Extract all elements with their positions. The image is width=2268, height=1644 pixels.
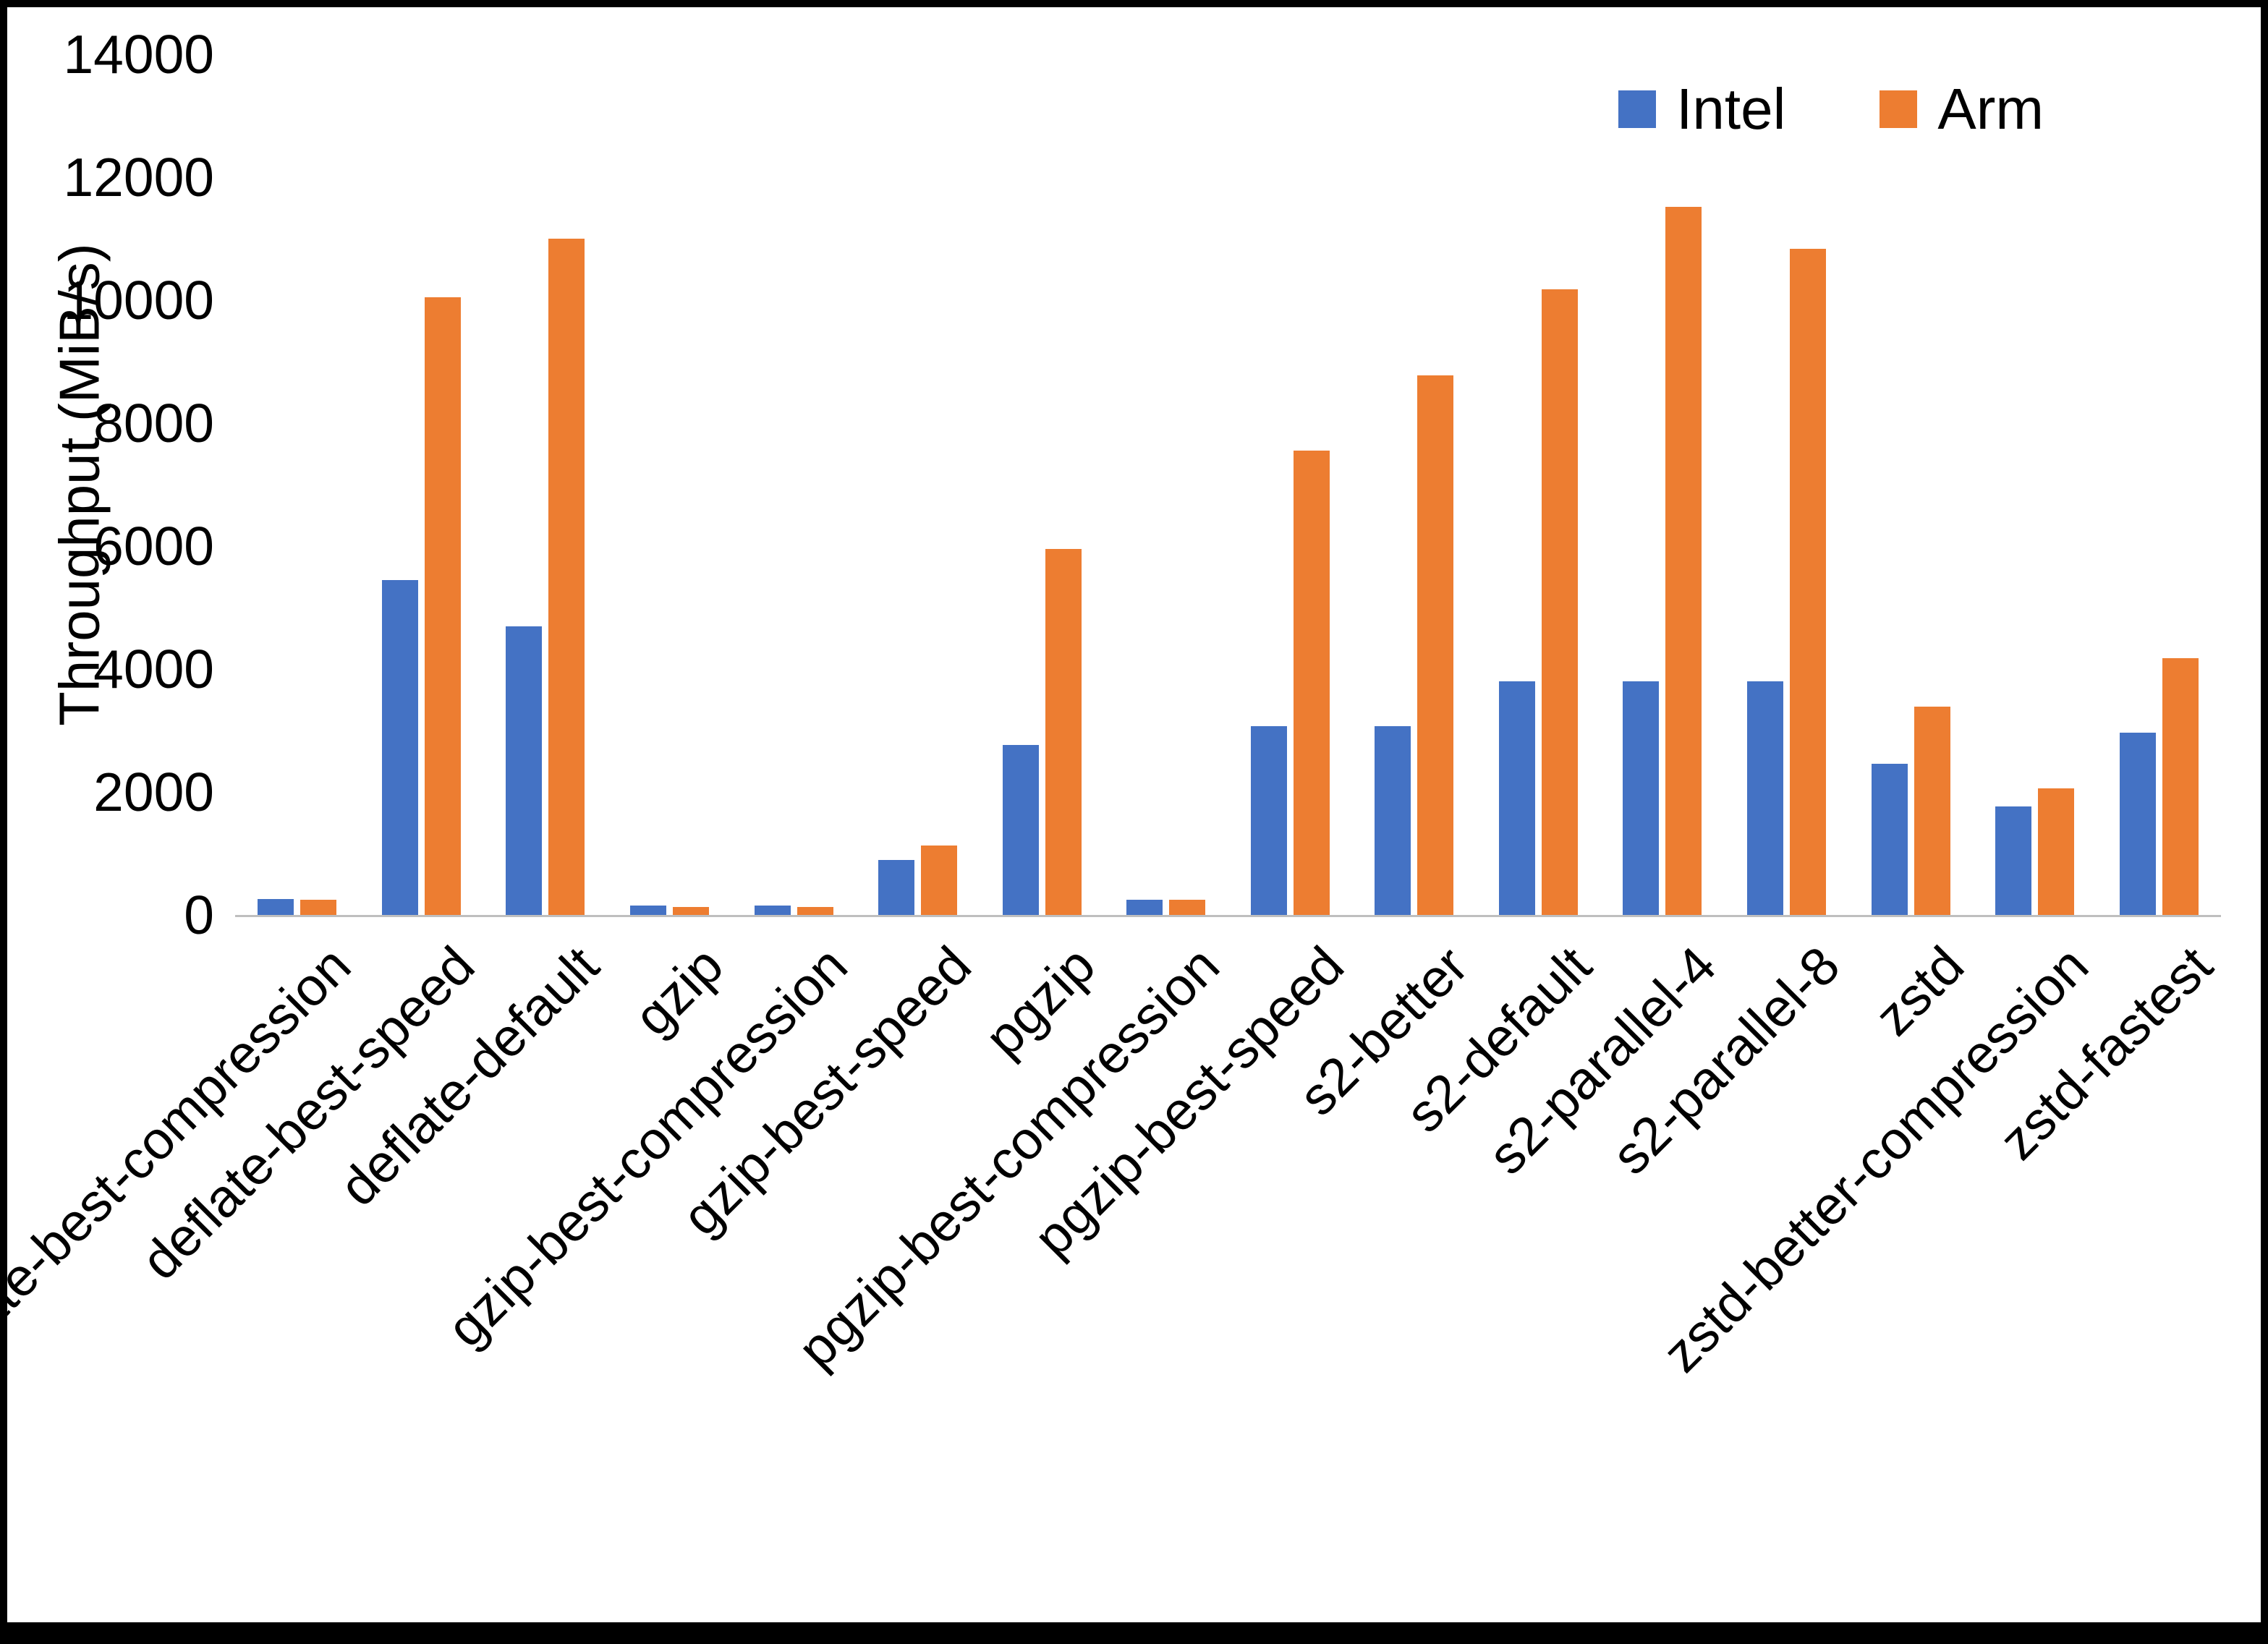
bar-deflate-best-speed-arm bbox=[424, 297, 461, 915]
legend-swatch-arm bbox=[1880, 90, 1918, 128]
bar-group-deflate-default bbox=[483, 54, 608, 915]
bar-pgzip-best-compression-arm bbox=[1169, 899, 1206, 915]
legend: Intel Arm bbox=[1618, 76, 2044, 142]
bar-deflate-best-compression-arm bbox=[300, 899, 337, 915]
bar-group-zstd-better-compression bbox=[1973, 54, 2097, 915]
bar-zstd-fastest-arm bbox=[2162, 657, 2199, 915]
y-tick-label: 14000 bbox=[63, 24, 214, 85]
bar-zstd-arm bbox=[1914, 706, 1950, 915]
y-tick-label: 8000 bbox=[93, 393, 214, 453]
bar-pgzip-best-compression-intel bbox=[1126, 899, 1163, 915]
bar-group-pgzip-best-speed bbox=[1228, 54, 1353, 915]
bar-group-deflate-best-speed bbox=[360, 54, 484, 915]
y-tick-label: 6000 bbox=[93, 516, 214, 576]
bar-gzip-best-compression-intel bbox=[754, 906, 791, 915]
legend-swatch-intel bbox=[1618, 90, 1657, 128]
bar-s2-default-intel bbox=[1498, 681, 1535, 915]
bar-pgzip-arm bbox=[1045, 549, 1082, 915]
legend-label-intel: Intel bbox=[1676, 77, 1786, 141]
bar-s2-parallel-8-intel bbox=[1747, 681, 1784, 915]
bar-group-zstd-fastest bbox=[2097, 54, 2221, 915]
bar-pgzip-intel bbox=[1002, 745, 1039, 915]
x-axis-label-zstd: zstd bbox=[1863, 934, 1976, 1047]
bar-group-zstd bbox=[1848, 54, 1973, 915]
bar-s2-parallel-4-arm bbox=[1665, 206, 1702, 915]
bar-gzip-arm bbox=[672, 906, 709, 915]
bar-deflate-best-compression-intel bbox=[258, 898, 294, 915]
bar-group-gzip bbox=[608, 54, 732, 915]
bar-gzip-best-speed-arm bbox=[921, 845, 958, 915]
legend-item-intel: Intel bbox=[1618, 76, 1785, 142]
bar-pgzip-best-speed-arm bbox=[1293, 451, 1330, 915]
bar-deflate-best-speed-intel bbox=[381, 579, 418, 915]
y-tick-label: 12000 bbox=[63, 147, 214, 208]
y-axis-tick-labels: 0 2000 4000 6000 8000 10000 12000 14000 bbox=[7, 7, 218, 1020]
bar-zstd-better-compression-intel bbox=[1995, 806, 2032, 915]
bar-s2-parallel-8-arm bbox=[1790, 249, 1827, 915]
bar-s2-default-arm bbox=[1541, 289, 1578, 915]
bar-group-pgzip bbox=[980, 54, 1104, 915]
bar-group-gzip-best-compression bbox=[731, 54, 856, 915]
y-tick-label: 4000 bbox=[93, 639, 214, 699]
bar-gzip-intel bbox=[629, 906, 666, 915]
plot-area bbox=[235, 54, 2221, 917]
bar-gzip-best-compression-arm bbox=[797, 906, 833, 915]
bar-group-s2-parallel-8 bbox=[1725, 54, 1849, 915]
bar-gzip-best-speed-intel bbox=[878, 859, 915, 915]
bar-zstd-intel bbox=[1871, 763, 1908, 915]
bar-group-deflate-best-compression bbox=[235, 54, 360, 915]
bar-pgzip-best-speed-intel bbox=[1250, 726, 1287, 915]
bar-zstd-better-compression-arm bbox=[2038, 788, 2075, 915]
bar-group-pgzip-best-compression bbox=[1104, 54, 1228, 915]
x-axis-label-gzip: gzip bbox=[622, 934, 734, 1047]
y-tick-label: 0 bbox=[184, 885, 214, 945]
bar-group-s2-default bbox=[1477, 54, 1601, 915]
y-tick-label: 10000 bbox=[63, 270, 214, 331]
bar-s2-better-arm bbox=[1417, 375, 1454, 915]
bar-deflate-default-arm bbox=[548, 239, 585, 915]
bar-zstd-fastest-intel bbox=[2119, 733, 2156, 915]
bar-group-s2-parallel-4 bbox=[1600, 54, 1725, 915]
bar-s2-parallel-4-intel bbox=[1623, 681, 1660, 915]
bar-group-gzip-best-speed bbox=[856, 54, 980, 915]
y-tick-label: 2000 bbox=[93, 762, 214, 822]
bar-group-s2-better bbox=[1352, 54, 1477, 915]
bar-deflate-default-intel bbox=[506, 626, 543, 915]
legend-item-arm: Arm bbox=[1880, 76, 2044, 142]
bar-s2-better-intel bbox=[1375, 726, 1411, 915]
x-axis-labels: deflate-best-compression deflate-best-spe… bbox=[7, 920, 2224, 1571]
legend-label-arm: Arm bbox=[1937, 77, 2044, 141]
